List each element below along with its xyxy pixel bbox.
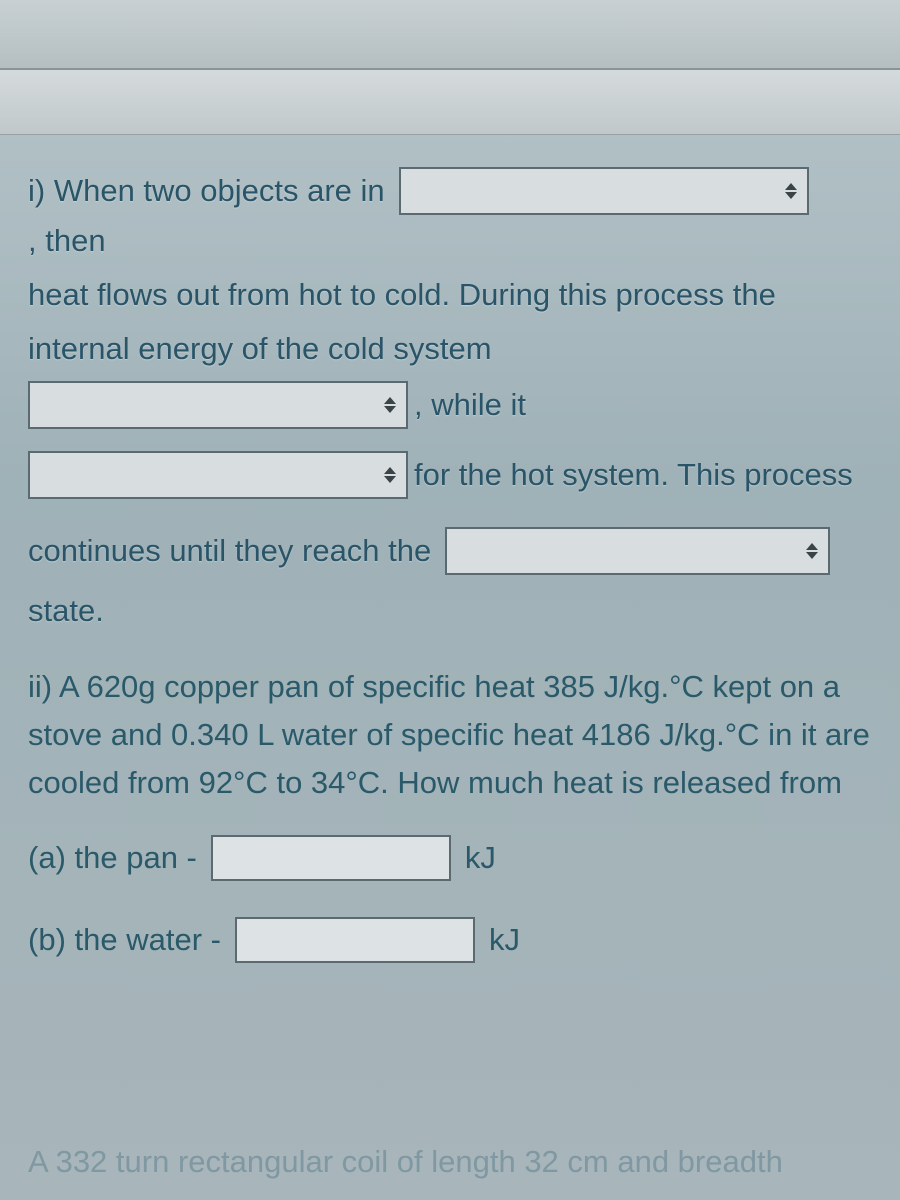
updown-arrows-icon — [806, 529, 818, 573]
updown-arrows-icon — [384, 383, 396, 427]
part-b-label: (b) the water - — [28, 916, 221, 964]
question-2-intro: ii) A 620g copper pan of specific heat 3… — [28, 663, 872, 807]
q1-text-2: , then — [28, 217, 106, 265]
q1-line-2: heat flows out from hot to cold. During … — [28, 271, 864, 319]
question-content: i) When two objects are in , then heat f… — [0, 135, 900, 985]
dropdown-energy-change-cold[interactable] — [28, 381, 408, 429]
q1-text-5: for the hot system. This process — [414, 451, 853, 499]
updown-arrows-icon — [384, 453, 396, 497]
window-top-bar — [0, 0, 900, 70]
dropdown-contact-state[interactable] — [399, 167, 809, 215]
q1-text-1: i) When two objects are in — [28, 167, 385, 215]
dropdown-energy-change-hot[interactable] — [28, 451, 408, 499]
updown-arrows-icon — [785, 169, 797, 213]
q1-text-7: state. — [28, 587, 864, 635]
q1-text-6: continues until they reach the — [28, 527, 431, 575]
question-1-line-6: continues until they reach the — [28, 525, 872, 577]
q1-text-4: , while it — [414, 381, 526, 429]
answer-row-water: (b) the water - kJ — [28, 915, 872, 965]
answer-row-pan: (a) the pan - kJ — [28, 833, 872, 883]
dropdown-equilibrium-state[interactable] — [445, 527, 830, 575]
part-b-unit: kJ — [489, 916, 520, 964]
question-1-line-4: , while it — [28, 379, 872, 431]
pan-heat-input[interactable] — [211, 835, 451, 881]
next-question-preview: A 332 turn rectangular coil of length 32… — [28, 1144, 783, 1180]
part-a-label: (a) the pan - — [28, 834, 197, 882]
question-1-line-1: i) When two objects are in , then — [28, 165, 872, 265]
question-1-line-5: for the hot system. This process — [28, 449, 872, 501]
part-a-unit: kJ — [465, 834, 496, 882]
header-section — [0, 70, 900, 135]
water-heat-input[interactable] — [235, 917, 475, 963]
q1-line-3: internal energy of the cold system — [28, 325, 864, 373]
